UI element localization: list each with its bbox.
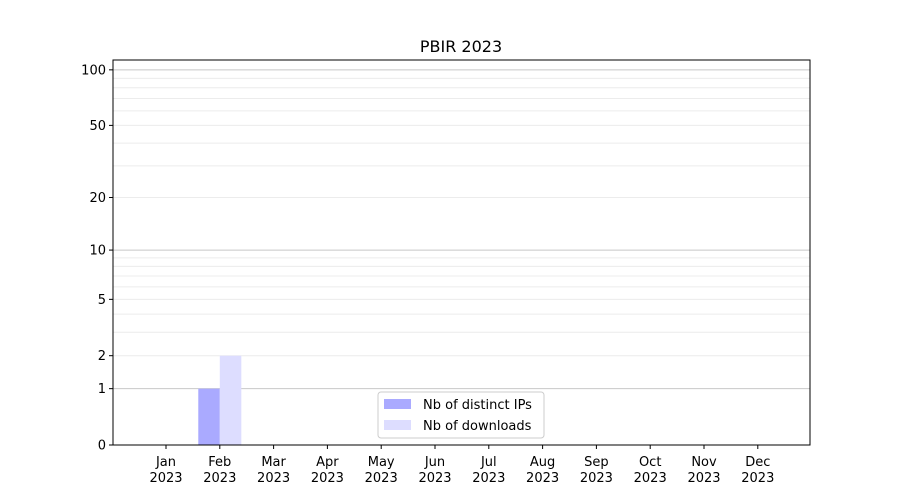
x-tick-label-year: 2023 xyxy=(311,471,344,486)
x-tick-label-year: 2023 xyxy=(418,471,451,486)
bars xyxy=(198,355,242,445)
y-tick-label: 2 xyxy=(98,349,106,364)
bar-distinct-ips-feb xyxy=(198,388,220,445)
x-tick-label-year: 2023 xyxy=(634,471,667,486)
x-tick-label-year: 2023 xyxy=(149,471,182,486)
x-tick-label-year: 2023 xyxy=(203,471,236,486)
x-tick-label-month: Feb xyxy=(208,455,231,470)
legend: Nb of distinct IPs Nb of downloads xyxy=(377,391,545,439)
x-tick-label-year: 2023 xyxy=(741,471,774,486)
x-tick-label-year: 2023 xyxy=(526,471,559,486)
y-tick-label: 20 xyxy=(89,191,106,206)
legend-swatch-distinct-ips xyxy=(384,399,411,409)
x-tick-label-year: 2023 xyxy=(365,471,398,486)
x-tick-label-month: Jun xyxy=(424,455,445,470)
x-tick-label-month: Mar xyxy=(261,455,286,470)
y-axis: 0 1 2 5 10 20 50 100 xyxy=(81,63,113,454)
x-tick-label-year: 2023 xyxy=(580,471,613,486)
legend-frame xyxy=(377,391,545,439)
y-tick-label: 10 xyxy=(89,244,106,259)
x-axis: Jan2023Feb2023Mar2023Apr2023May2023Jun20… xyxy=(149,445,774,486)
x-tick-label-month: Jan xyxy=(155,455,176,470)
bar-downloads-feb xyxy=(219,355,242,445)
y-tick-label: 1 xyxy=(98,382,106,397)
x-tick-label-month: Aug xyxy=(530,455,555,470)
y-tick-label: 50 xyxy=(89,119,106,134)
chart-title: PBIR 2023 xyxy=(420,37,502,56)
x-tick-label-month: May xyxy=(368,455,395,470)
x-tick-label-month: Nov xyxy=(691,455,717,470)
x-tick-label-month: Apr xyxy=(316,455,339,470)
x-tick-label-month: Dec xyxy=(745,455,770,470)
x-tick-label-month: Sep xyxy=(584,455,609,470)
y-tick-label: 0 xyxy=(98,439,106,454)
x-tick-label-month: Oct xyxy=(639,455,661,470)
x-tick-label-year: 2023 xyxy=(472,471,505,486)
legend-label-downloads: Nb of downloads xyxy=(423,419,532,434)
y-tick-label: 100 xyxy=(81,63,106,78)
grid-lines xyxy=(113,69,810,390)
x-tick-label-year: 2023 xyxy=(687,471,720,486)
x-tick-label-month: Jul xyxy=(480,455,497,470)
y-tick-label: 5 xyxy=(98,293,106,308)
legend-swatch-downloads xyxy=(384,420,411,430)
x-tick-label-year: 2023 xyxy=(257,471,290,486)
plot-frame xyxy=(112,59,811,446)
legend-label-distinct-ips: Nb of distinct IPs xyxy=(423,398,532,413)
